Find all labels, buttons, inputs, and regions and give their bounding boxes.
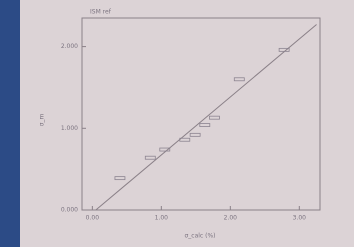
y-tick-label: 2.000 [61,43,78,50]
page: ISM ref σ_calc (%) σ_m 0.000 1.000 2.000 0.… [0,0,354,247]
x-tick-label: 1.00 [155,215,169,222]
y-tick-label: 1.000 [61,125,78,132]
chart: ISM ref σ_calc (%) σ_m 0.000 1.000 2.000 0.… [0,0,354,247]
y-tick-label: 0.000 [61,207,78,214]
x-tick-label: 0.00 [86,215,100,222]
chart-title: ISM ref [90,9,112,16]
x-tick-label: 2.00 [224,215,238,222]
y-axis-label: σ_m [39,114,46,127]
x-axis-label: σ_calc (%) [184,233,215,240]
x-tick-label: 3.00 [293,215,307,222]
